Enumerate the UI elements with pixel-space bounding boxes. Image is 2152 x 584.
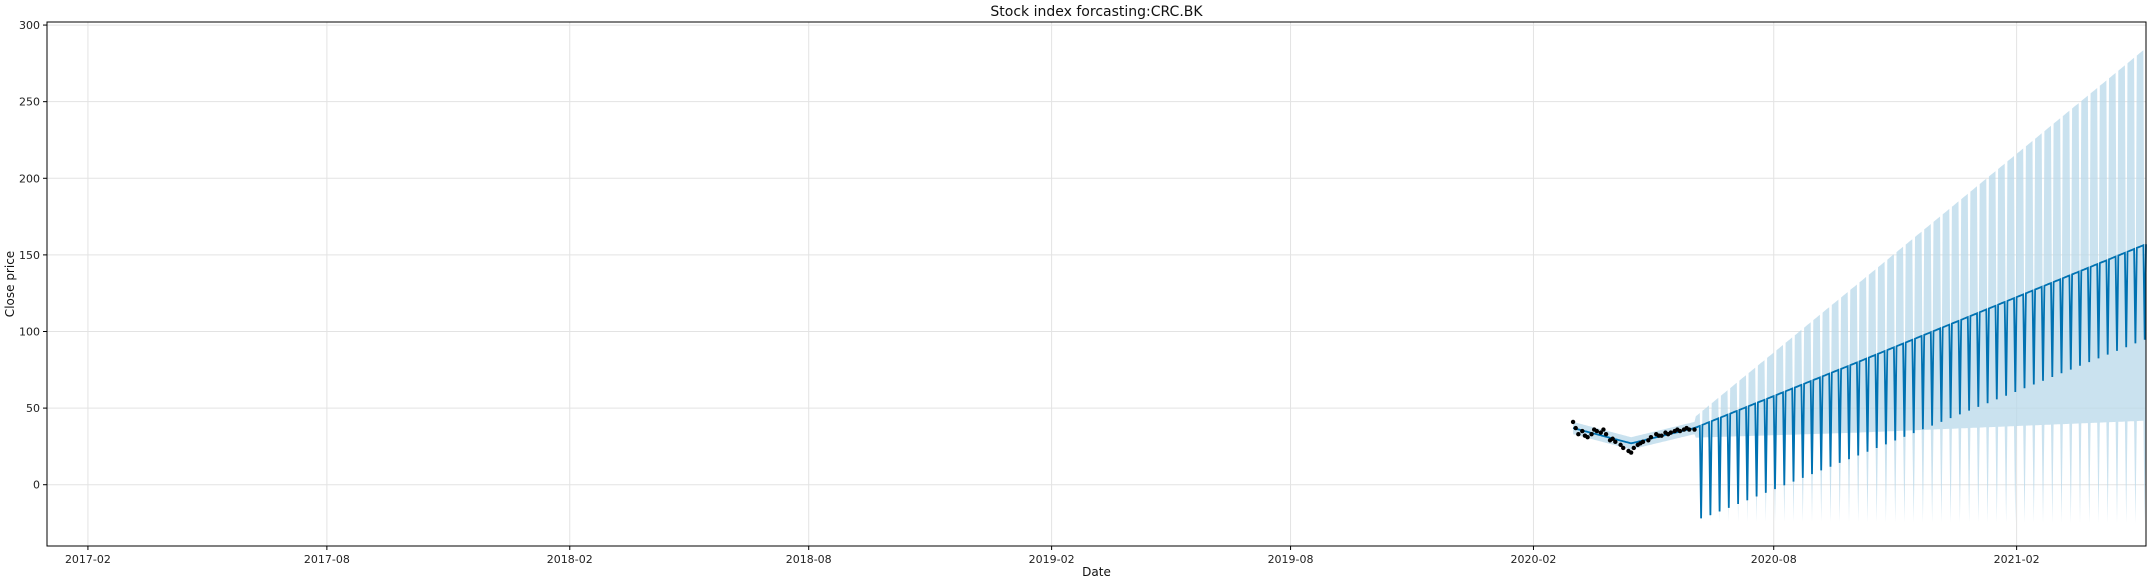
observed-point [1640,439,1646,445]
y-axis-title: Close price [3,251,17,317]
observed-point [1621,445,1626,451]
x-tick-label: 2021-02 [1994,553,2040,566]
y-tick-label: 50 [26,402,40,415]
observed-point [1603,431,1609,437]
y-tick-label: 250 [19,96,40,109]
y-tick-label: 0 [33,479,40,492]
observed-point [1618,442,1623,448]
x-tick-label: 2020-08 [1751,553,1797,566]
y-tick-label: 300 [19,19,40,32]
observed-point [1610,436,1615,441]
observed-point [1576,431,1581,437]
observed-point [1570,419,1576,425]
grid-layer [47,22,2146,546]
observed-point [1589,431,1594,437]
x-tick-label: 2018-02 [547,553,593,566]
x-axis: 2017-02 2017-08 2018-02 2018-08 2019-02 2019-… [65,546,2040,566]
x-axis-title: Date [1082,565,1111,579]
x-tick-label: 2018-08 [786,553,832,566]
observed-point [1648,435,1654,440]
observed-point [1580,428,1585,434]
x-tick-label: 2017-08 [304,553,350,566]
x-tick-label: 2017-02 [65,553,111,566]
uncertainty-area [1573,48,2146,523]
y-tick-label: 200 [19,172,40,185]
observed-point [1573,425,1578,431]
observed-point [1628,450,1634,455]
observed-point [1668,430,1673,435]
observed-point [1598,430,1603,435]
observed-point [1613,439,1618,445]
observed-points-layer [1570,419,1697,455]
x-tick-label: 2020-02 [1510,553,1556,566]
observed-point [1692,427,1697,432]
y-tick-label: 100 [19,325,40,338]
observed-point [1631,445,1636,451]
observed-point [1646,438,1651,443]
x-tick-label: 2019-02 [1029,553,1075,566]
observed-point [1594,428,1600,434]
plot-frame [46,21,2147,547]
x-tick-label: 2019-08 [1268,553,1314,566]
observed-point [1585,435,1590,440]
y-axis: 0 50 100 150 200 250 300 [19,19,47,492]
uncertainty-band [1573,48,2146,523]
chart-title: Stock index forcasting:CRC.BK [990,4,1203,20]
observed-point [1677,428,1683,434]
observed-point [1601,427,1606,432]
y-tick-label: 150 [19,249,40,262]
observed-point [1687,427,1692,432]
observed-point [1659,433,1664,438]
